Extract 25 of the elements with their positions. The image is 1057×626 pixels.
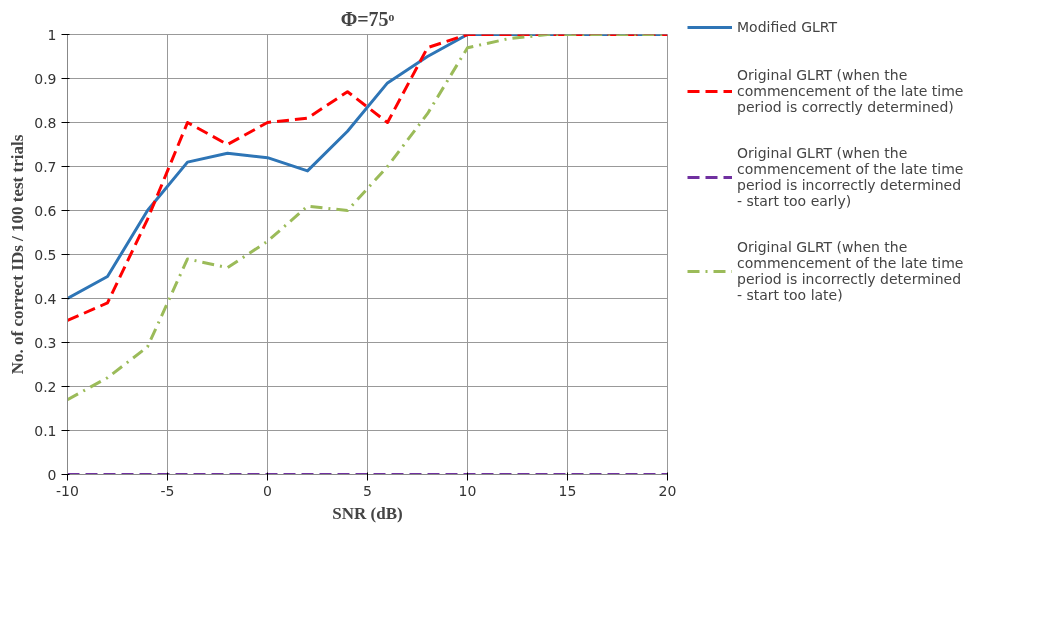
x-tick-label: 20 <box>658 482 677 499</box>
legend-label: Original GLRT (when the commencement of the late time period is correctly determined) <box>737 66 964 115</box>
y-tick-label: 0.7 <box>34 158 57 175</box>
y-tick-label: 0.8 <box>34 114 57 131</box>
y-tick-label: 0 <box>47 466 57 483</box>
y-tick-label: 0.3 <box>34 334 57 351</box>
legend-label: Modified GLRT <box>737 18 838 35</box>
x-tick-label: 0 <box>263 482 272 499</box>
y-axis-title: No. of correct IDs / 100 test trials <box>7 134 27 375</box>
x-tick-label: 10 <box>458 482 477 499</box>
y-tick-label: 0.6 <box>34 202 57 219</box>
y-tick-label: 0.1 <box>34 422 57 439</box>
y-tick-label: 0.4 <box>34 290 57 307</box>
legend-label: Original GLRT (when the commencement of the late time period is incorrectly determined - start too early) <box>737 144 964 209</box>
y-tick-label: 0.2 <box>34 378 57 395</box>
y-tick-label: 1 <box>47 26 57 43</box>
x-tick-label: 5 <box>363 482 372 499</box>
x-tick-label: -5 <box>160 482 175 499</box>
y-tick-label: 0.5 <box>34 246 57 263</box>
x-tick-label: -10 <box>56 482 79 499</box>
chart-title: Φ=75ᵒ <box>340 7 395 30</box>
x-tick-label: 15 <box>558 482 577 499</box>
y-tick-label: 0.9 <box>34 70 57 87</box>
x-axis-title: SNR (dB) <box>332 503 403 523</box>
legend-label: Original GLRT (when the commencement of the late time period is incorrectly determined - start too late) <box>737 238 964 303</box>
